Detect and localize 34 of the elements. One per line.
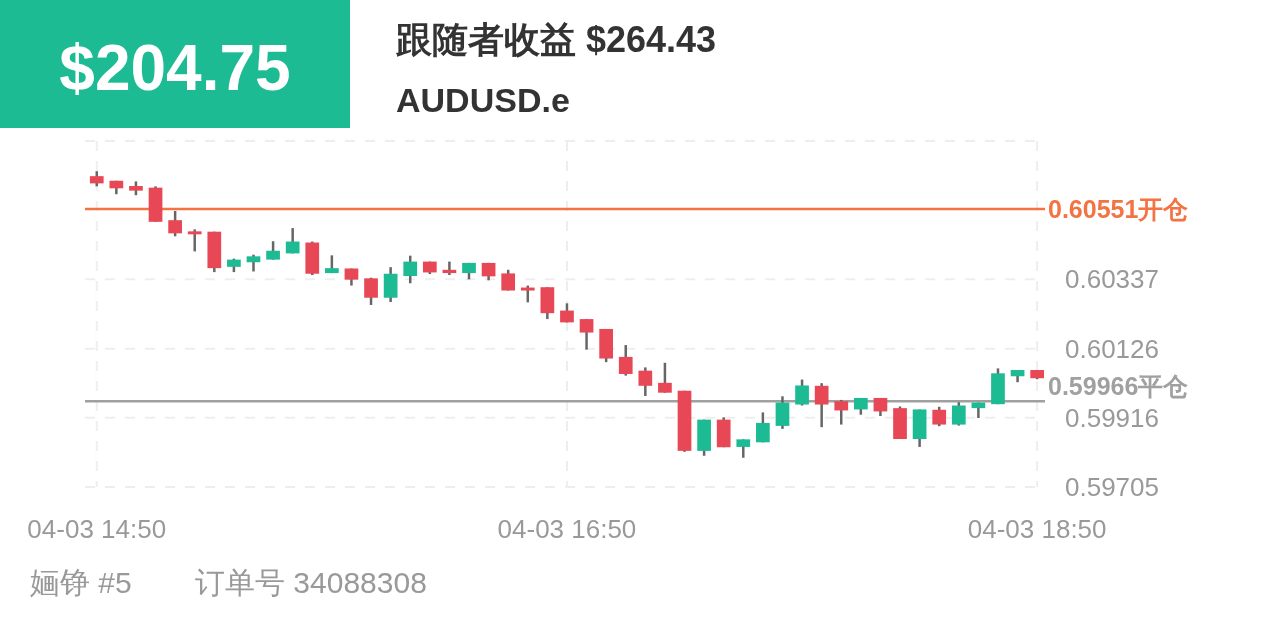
chart-title: 跟随者收益 $264.43 [395,19,717,60]
candlestick [168,209,182,238]
candlestick [364,276,378,307]
text: 订单号 34088308 [195,566,427,599]
y-tick-label: 0.59916 [1065,402,1159,433]
x-tick-label: 04-03 16:50 [497,514,637,544]
candlestick [795,378,809,407]
candlestick [814,381,829,429]
candlestick [736,438,751,460]
y-tick-label: 0.60337 [1065,264,1159,295]
chart-subtitle: AUDUSD.e [396,81,570,119]
text: $204.75 [59,32,291,104]
candlestick [658,361,672,394]
candlestick [638,366,653,398]
ref-line-label: 0.59966平仓 [1048,372,1189,401]
x-tick-label: 04-03 14:50 [27,514,167,544]
ref-line-label: 0.60551开仓 [1048,194,1189,223]
y-tick-label: 0.59705 [1065,472,1159,503]
candlestick [187,228,202,253]
candlestick [834,398,849,426]
candlestick [579,317,594,351]
x-tick-label: 04-03 18:50 [967,514,1107,544]
candlestick [403,254,418,285]
candlestick [266,239,280,261]
candlestick [951,400,966,427]
y-tick-label: 0.60126 [1065,333,1159,364]
candlestick [932,405,947,428]
candlestick [756,411,770,444]
candlestick [775,395,790,431]
candlestick [383,265,398,304]
text: 婳铮 #5 [30,566,132,599]
candlestick [501,268,516,292]
candlestick [285,226,300,255]
candlestick [618,343,633,377]
